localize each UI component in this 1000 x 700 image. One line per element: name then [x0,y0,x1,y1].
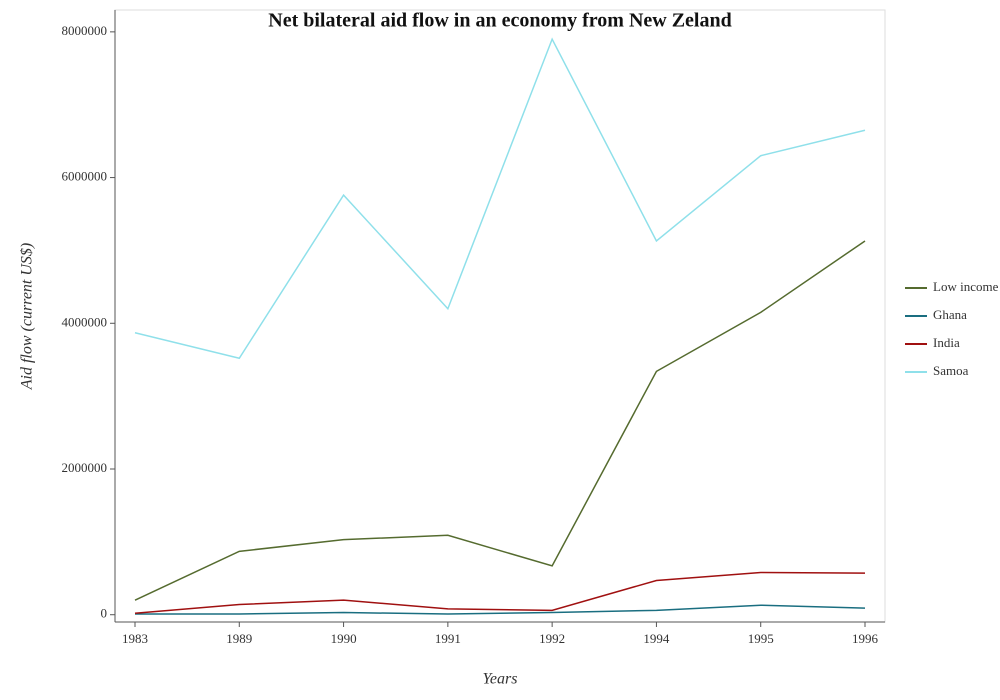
legend-label: Ghana [933,307,967,322]
legend-label: India [933,335,960,350]
line [135,604,866,615]
plot-frame [114,9,886,623]
x-tick-label: 1992 [539,631,565,646]
y-tick-label: 6000000 [62,169,108,184]
legend-label: Samoa [933,363,969,378]
line [134,240,866,601]
x-tick-label: 1995 [748,631,774,646]
x-tick-label: 1983 [122,631,148,646]
x-tick-label: 1994 [643,631,670,646]
x-tick-label: 1990 [331,631,357,646]
line [134,37,866,360]
chart-title: Net bilateral aid flow in an economy fro… [268,10,732,32]
x-tick-label: 1996 [852,631,879,646]
x-axis-label: Years [483,671,518,688]
legend-label: Low income [933,279,999,294]
line [134,571,866,615]
y-tick-label: 4000000 [62,314,108,329]
y-tick-label: 8000000 [62,23,108,38]
y-tick-label: 2000000 [62,460,108,475]
x-tick-label: 1991 [435,631,461,646]
y-axis-label: Aid flow (current US$) [19,243,36,391]
y-tick-label: 0 [101,606,108,621]
x-tick-label: 1989 [226,631,252,646]
